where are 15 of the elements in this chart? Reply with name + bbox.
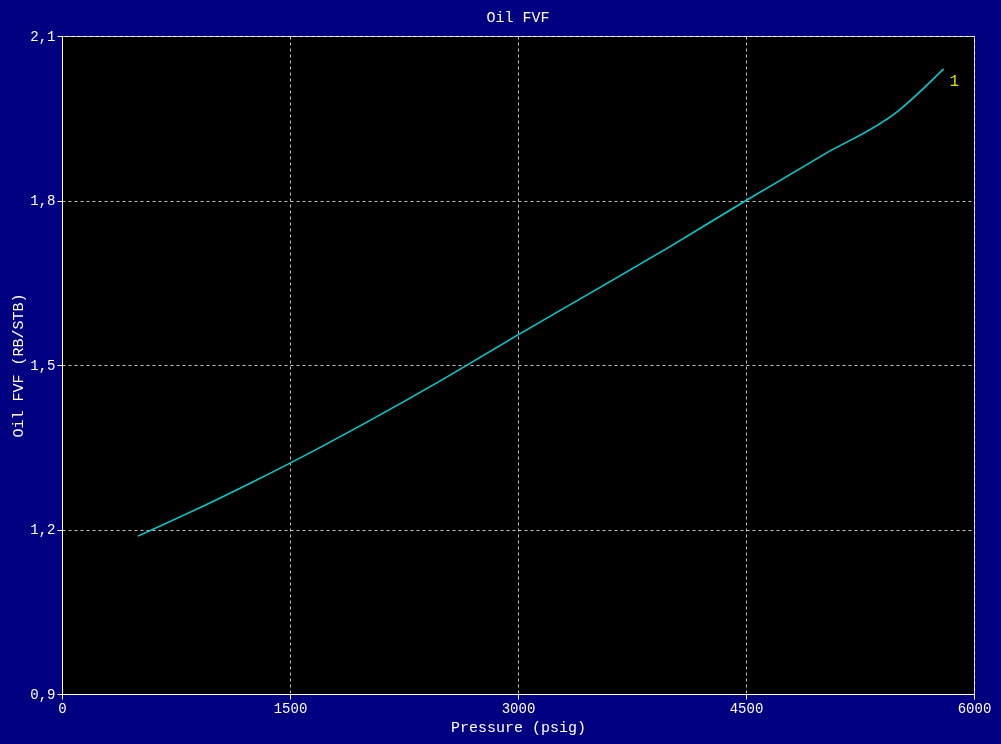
y-tick-label: 1,8 (30, 193, 56, 209)
x-axis-title: Pressure (psig) (450, 719, 587, 737)
y-tick-label: 1,2 (30, 522, 56, 538)
y-tick-label: 2,1 (30, 28, 56, 45)
y-tick-label: 1,5 (30, 357, 56, 374)
x-tick-label: 1500 (273, 700, 308, 717)
y-tick-label: 0,9 (30, 686, 56, 703)
y-axis-title: Oil FVF (RB/STB) (11, 293, 29, 438)
line-series (137, 68, 945, 537)
x-tick-label: 0 (58, 700, 67, 717)
x-tick-label: 6000 (957, 700, 992, 717)
x-tick-label: 4500 (729, 700, 764, 717)
chart-title: Oil FVF (486, 10, 550, 27)
x-tick-label: 3000 (501, 700, 536, 717)
annotation: 1 (949, 72, 960, 91)
